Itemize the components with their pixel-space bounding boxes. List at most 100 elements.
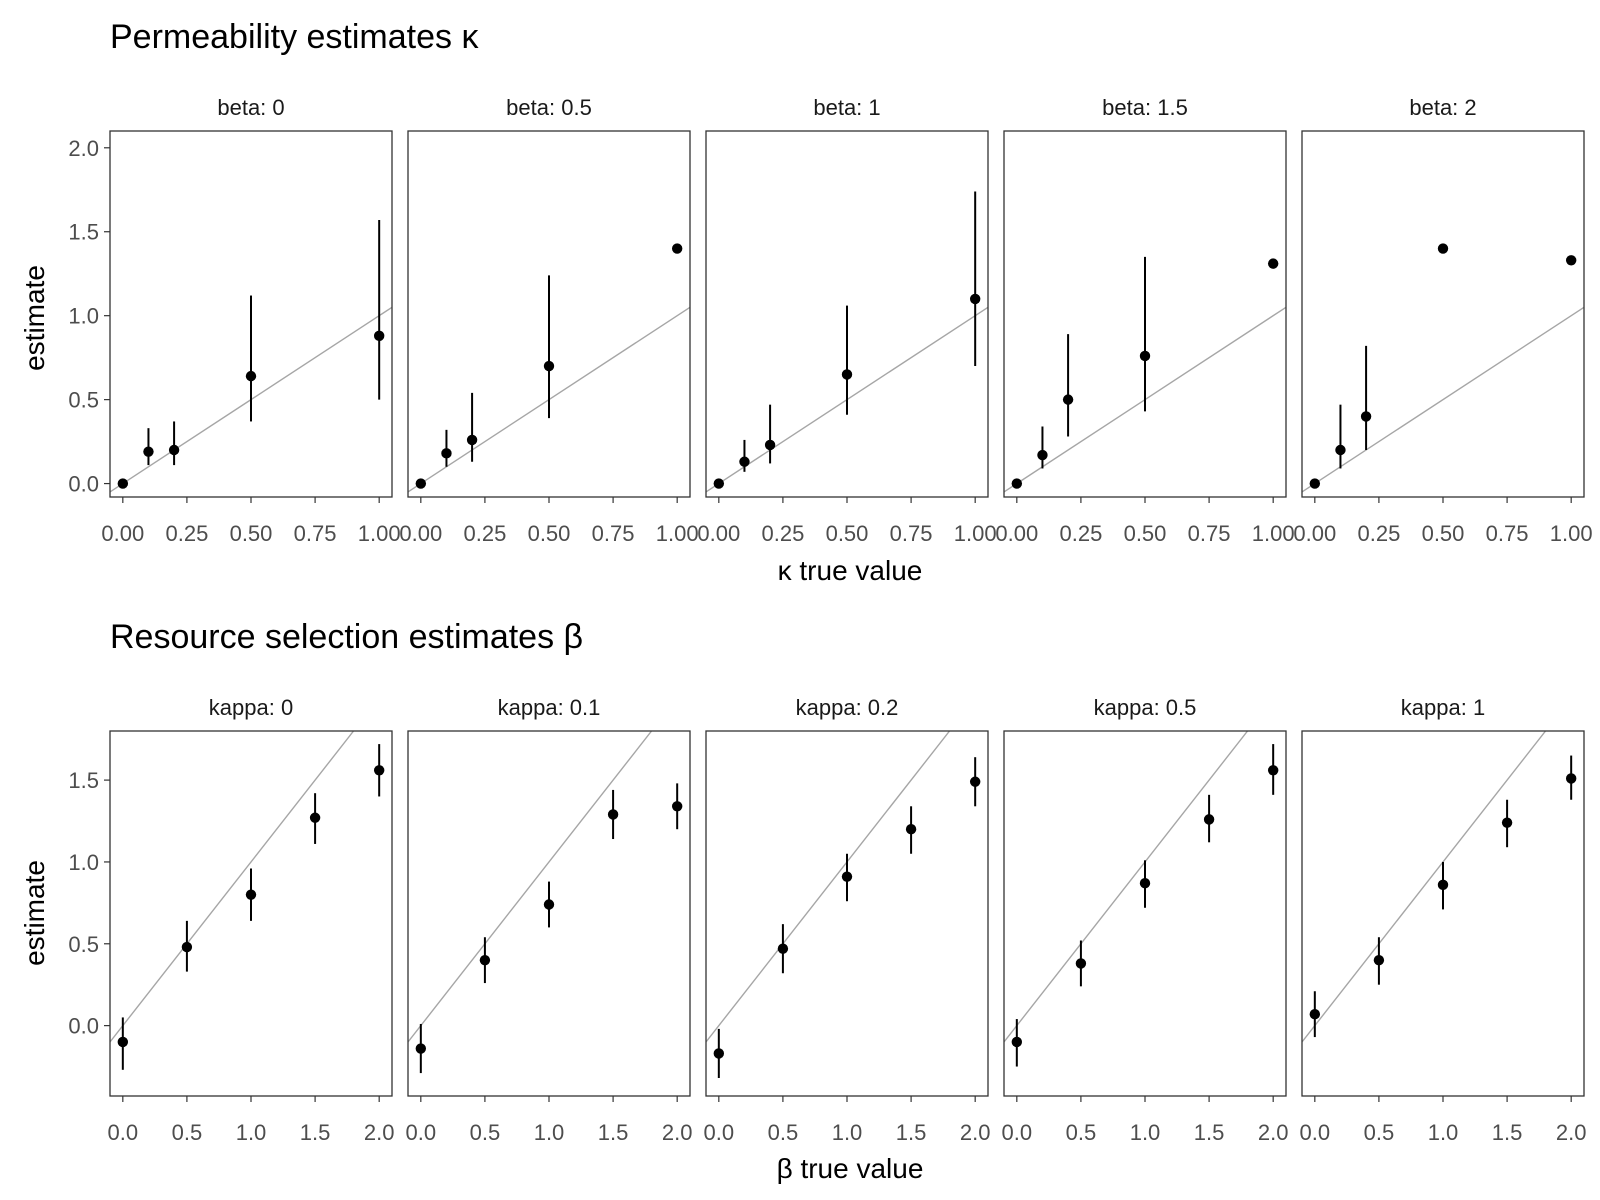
data-point [969,293,981,305]
x-tick-label: 1.00 [656,521,699,546]
data-point [764,439,776,451]
data-point [117,478,129,489]
data-point [117,1036,129,1048]
x-tick-label: 2.0 [364,1120,395,1145]
facet-strip-label: kappa: 0.1 [498,695,601,720]
x-tick-label: 0.0 [1300,1120,1331,1145]
data-point [1203,814,1215,825]
facet-strip-label: beta: 1.5 [1102,95,1188,120]
data-point [415,1043,427,1054]
data-point [466,434,478,446]
x-tick-label: 2.0 [1556,1120,1587,1145]
data-point [543,360,555,372]
y-tick-label: 0.0 [68,1014,99,1039]
y-tick-label: 0.5 [68,932,99,957]
x-tick-label: 1.00 [1550,521,1593,546]
x-tick-label: 0.00 [697,521,740,546]
data-point [143,446,154,457]
facet-panel: kappa: 0.2 0.0 0.5 1.0 1.5 2.0 [704,695,991,1145]
data-point [1437,879,1449,891]
x-tick-label: 0.0 [406,1120,437,1145]
y-tick-label: 1.5 [68,768,99,793]
data-point [1011,478,1023,489]
facet-panel: beta: 1.5 0.00 0.25 0.50 0.75 1.00 [995,95,1294,546]
x-tick-label: 1.00 [954,521,997,546]
x-tick-label: 0.0 [108,1120,139,1145]
x-tick-label: 1.00 [1252,521,1295,546]
reference-line [1302,306,1584,493]
data-point [1565,255,1577,266]
chart-title: Permeability estimates κ [110,18,479,56]
data-point [1501,817,1513,828]
data-point [841,871,853,882]
reference-line [1004,731,1249,1043]
panel-border [1301,130,1585,498]
data-point [168,444,180,456]
x-tick-label: 1.0 [832,1120,863,1145]
y-tick-label: 1.0 [68,850,99,875]
data-point [777,943,789,954]
x-tick-label: 1.0 [534,1120,565,1145]
chart-block-1: Permeability estimates κ beta: 0 0.00 0.25 0… [19,18,1593,586]
x-tick-label: 0.25 [761,521,804,546]
data-point [1139,878,1151,889]
x-tick-label: 0.5 [172,1120,203,1145]
facet-strip-label: beta: 2 [1409,95,1476,120]
x-tick-label: 0.75 [592,521,635,546]
data-point [671,801,683,812]
data-point [1037,449,1048,461]
x-axis-title: β true value [777,1153,924,1184]
x-tick-label: 0.5 [470,1120,501,1145]
x-tick-label: 0.25 [463,521,506,546]
reference-line [110,731,355,1043]
x-tick-label: 1.00 [358,521,401,546]
data-point [1139,350,1151,362]
x-axis-title: κ true value [778,555,923,586]
data-point [245,889,257,900]
data-point [1267,258,1279,269]
x-tick-label: 2.0 [960,1120,991,1145]
facet-panel: beta: 1 0.00 0.25 0.50 0.75 1.00 [697,95,996,546]
y-axis-title: estimate [19,265,50,371]
data-point [841,369,853,380]
data-point [1011,1036,1023,1048]
panel-border [1301,730,1585,1097]
x-tick-label: 0.25 [1059,521,1102,546]
x-tick-label: 0.25 [165,521,208,546]
x-tick-label: 0.00 [995,521,1038,546]
data-point [1309,478,1321,489]
x-tick-label: 0.5 [1364,1120,1395,1145]
x-tick-label: 0.25 [1357,521,1400,546]
data-point [671,243,683,254]
data-point [607,809,619,820]
x-tick-label: 0.50 [1422,521,1465,546]
x-tick-label: 0.00 [1293,521,1336,546]
panel-border [705,730,989,1097]
data-point [713,1048,725,1059]
x-tick-label: 2.0 [1258,1120,1289,1145]
data-point [713,478,725,489]
x-tick-label: 0.5 [1066,1120,1097,1145]
data-point [1360,411,1372,422]
x-tick-label: 0.75 [890,521,933,546]
data-point [1267,765,1279,776]
data-point [1437,243,1449,254]
data-point [1565,773,1577,784]
data-point [373,765,385,776]
x-tick-label: 1.0 [1130,1120,1161,1145]
data-point [969,776,981,787]
facet-panel: beta: 0 0.00 0.25 0.50 0.75 1.00 0.0 0.5 1.0 1.5 2… [68,95,400,546]
reference-line [1302,731,1547,1043]
x-tick-label: 0.00 [399,521,442,546]
x-tick-label: 0.50 [826,521,869,546]
x-tick-label: 0.0 [1002,1120,1033,1145]
y-tick-label: 0.5 [68,388,99,413]
data-point [739,456,750,467]
data-point [373,330,385,342]
panel-border [1003,730,1287,1097]
x-tick-label: 0.50 [1124,521,1167,546]
x-tick-label: 0.50 [528,521,571,546]
y-tick-label: 2.0 [68,136,99,161]
facet-panel: kappa: 1 0.0 0.5 1.0 1.5 2.0 [1300,695,1587,1145]
